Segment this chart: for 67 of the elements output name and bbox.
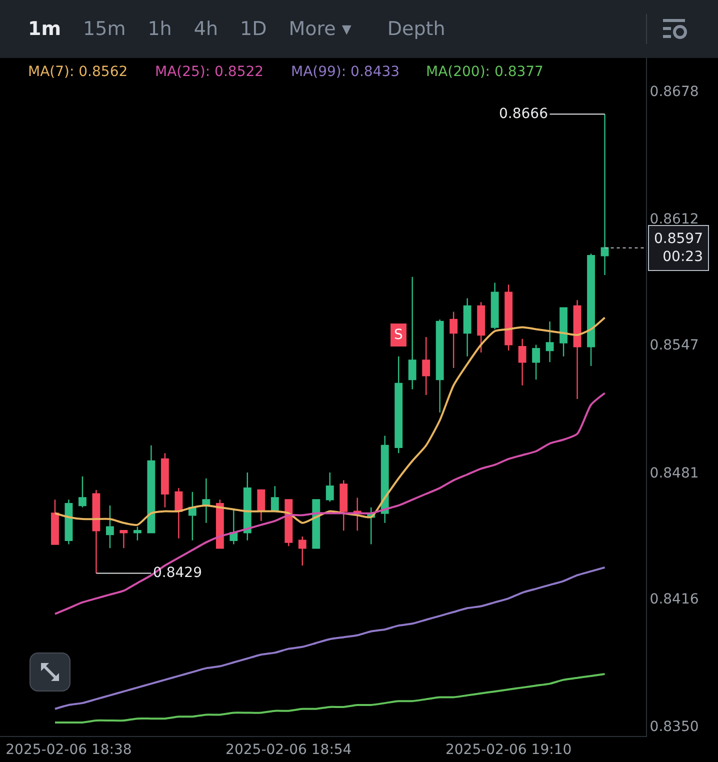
candlestick	[477, 301, 486, 354]
y-tick-label: 0.8481	[650, 465, 699, 482]
candlestick	[340, 480, 348, 532]
candlestick	[78, 476, 86, 508]
annotation: 0.8666	[499, 106, 548, 122]
x-tick-label: 2025-02-06 18:38	[6, 742, 132, 758]
candlestick	[587, 253, 595, 367]
text: Depth	[387, 18, 446, 40]
text: MA(25): 0.8522	[155, 64, 264, 80]
candlestick	[518, 338, 526, 386]
text: MA(7): 0.8562	[28, 64, 128, 80]
candlestick	[216, 499, 224, 549]
text: 4h	[194, 18, 218, 40]
candlestick	[270, 486, 279, 512]
candlestick	[394, 356, 403, 454]
candlestick	[422, 336, 430, 396]
annotation: S	[394, 327, 403, 343]
candlestick	[380, 435, 389, 524]
candlestick	[436, 318, 444, 414]
candlestick	[450, 311, 458, 369]
y-tick-label: 0.8678	[650, 84, 699, 100]
text: MA(99): 0.8433	[291, 64, 400, 80]
candlestick	[106, 504, 114, 549]
candlestick	[326, 472, 334, 502]
candlestick	[120, 530, 128, 549]
y-tick-label: 0.8350	[650, 719, 699, 736]
y-tick-label: 0.8612	[650, 212, 699, 228]
candlestick	[546, 320, 554, 363]
candlestick	[230, 508, 238, 545]
text: More ▾	[288, 18, 352, 40]
y-tick-label: 0.8416	[650, 591, 699, 608]
text: 15m	[83, 18, 126, 40]
annotation: 0.8597 00:23	[654, 231, 703, 266]
text: 1D	[240, 18, 267, 40]
candlestick	[243, 472, 252, 541]
text: 1m	[28, 18, 62, 40]
candlestick	[573, 300, 582, 400]
candlestick	[532, 344, 540, 380]
candlestick	[504, 284, 513, 352]
x-tick-label: 2025-02-06 19:10	[445, 742, 572, 758]
candlestick	[560, 307, 568, 357]
line-series	[54, 566, 606, 710]
candlestick	[133, 526, 142, 541]
annotation: 0.8429	[153, 565, 202, 581]
candlestick	[600, 114, 609, 276]
candlestick	[188, 491, 196, 541]
line-series	[54, 316, 606, 526]
candlestick	[284, 499, 293, 547]
text: MA(200): 0.8377	[426, 64, 544, 80]
x-tick-label: 2025-02-06 18:54	[226, 742, 352, 758]
candlestick	[257, 489, 266, 522]
candlestick	[490, 282, 499, 330]
candlestick	[92, 489, 100, 574]
line-series	[54, 673, 606, 724]
candlestick	[64, 499, 73, 545]
candlestick	[202, 478, 210, 524]
candlestick	[160, 452, 169, 508]
text: 1h	[148, 18, 172, 40]
candlestick	[312, 499, 320, 549]
line-series	[54, 392, 606, 615]
candlestick	[147, 444, 156, 534]
y-tick-label: 0.8547	[650, 338, 699, 354]
candlestick	[174, 487, 183, 540]
candlestick	[463, 298, 472, 357]
candlestick	[298, 536, 306, 566]
candlestick	[408, 276, 416, 390]
candlestick	[51, 499, 59, 545]
